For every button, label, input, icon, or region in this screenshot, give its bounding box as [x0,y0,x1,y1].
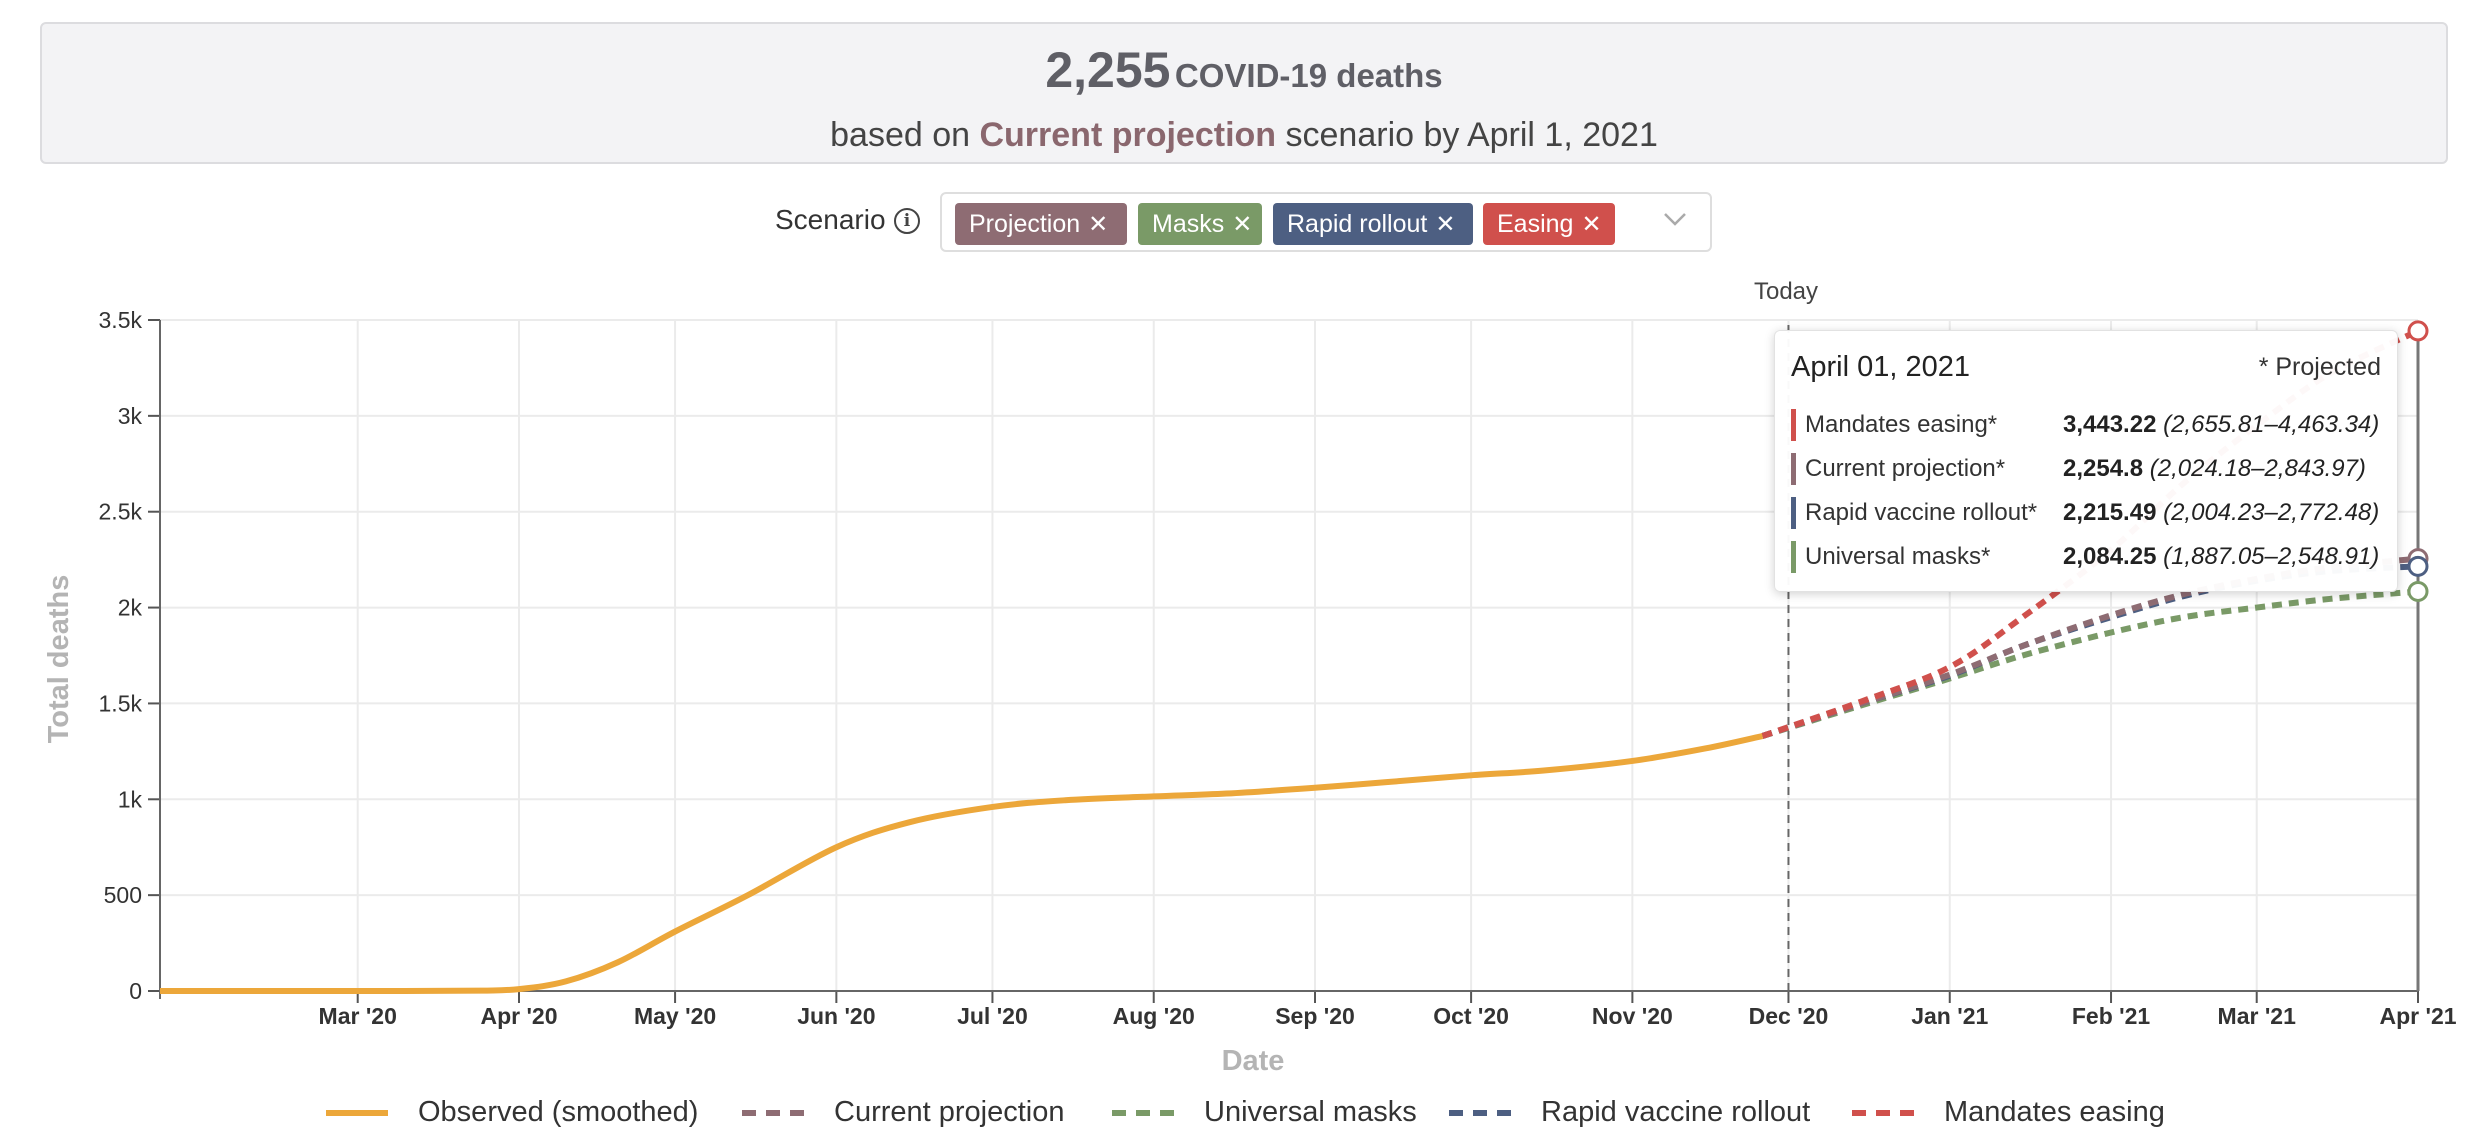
tooltip-row: Current projection* 2,254.8 (2,024.18–2,… [1791,451,2391,487]
tooltip-range: (1,887.05–2,548.91) [2163,543,2380,570]
tooltip-projected-note: * Projected [2258,353,2381,381]
end-marker-mandates-easing [2407,320,2429,342]
tooltip-range: (2,024.18–2,843.97) [2149,455,2366,482]
series-line-observed-smoothed- [159,733,1764,995]
end-marker-universal-masks [2407,580,2429,602]
y-tick-label: 3k [118,403,143,429]
tooltip-swatch [1791,497,1796,529]
tooltip-series-name: Universal masks* [1805,543,1991,570]
tooltip-series-name: Current projection* [1805,455,2006,482]
chevron-down-icon[interactable] [1662,204,1688,236]
legend-swatch [326,1110,388,1116]
today-label: Today [1754,278,1818,305]
scenario-tag-rapid-rollout[interactable]: Rapid rollout ✕ [1273,203,1473,245]
tooltip-swatch [1791,409,1796,441]
legend-swatch [1449,1110,1511,1116]
scenario-tag-label: Easing [1497,210,1574,238]
chart-markers [2407,320,2429,602]
summary-banner: 2,255 COVID-19 deaths based on Current p… [40,22,2448,164]
scenario-select[interactable]: Projection ✕ Masks ✕ Rapid rollout ✕ Easing… [940,192,1712,252]
tooltip-range: (2,655.81–4,463.34) [2163,411,2380,438]
x-tick-label: Sep '20 [1275,1003,1355,1029]
tooltip-value: 2,254.8 [2063,455,2144,482]
y-tick-label: 3.5k [99,307,143,333]
tooltip-range: (2,004.23–2,772.48) [2163,499,2380,526]
scenario-tag-masks[interactable]: Masks ✕ [1138,203,1262,245]
close-icon[interactable]: ✕ [1435,211,1456,238]
x-tick-label: Feb '21 [2072,1003,2151,1029]
close-icon[interactable]: ✕ [1088,211,1109,238]
series-line-universal-masks [1761,588,2419,739]
tooltip-row: Universal masks* 2,084.25 (1,887.05–2,54… [1791,539,2391,575]
close-icon[interactable]: ✕ [1581,211,1602,238]
x-tick-label: Jun '20 [797,1003,875,1029]
x-tick-label: Jan '21 [1911,1003,1988,1029]
legend-label: Observed (smoothed) [418,1096,699,1128]
tooltip-swatch [1791,541,1796,573]
close-icon[interactable]: ✕ [1232,211,1253,238]
series-line-current-projection [1761,555,2419,739]
tooltip-value: 3,443.22 [2063,411,2157,438]
x-tick-label: Aug '20 [1113,1003,1195,1029]
legend-label: Mandates easing [1944,1096,2165,1128]
chart-legend: Observed (smoothed) Current projection U… [0,1092,2488,1132]
tooltip-row: Rapid vaccine rollout* 2,215.49 (2,004.2… [1791,495,2391,531]
scenario-tag-label: Rapid rollout [1287,210,1428,238]
y-tick-label: 1k [118,786,143,812]
x-tick-label: Jul '20 [957,1003,1028,1029]
death-count-unit: COVID-19 deaths [1174,57,1443,94]
x-tick-label: Apr '20 [480,1003,557,1029]
y-tick-label: 0 [129,978,142,1004]
scenario-tag-label: Masks [1152,210,1225,238]
x-tick-label: Apr '21 [2379,1003,2456,1029]
tooltip-value: 2,084.25 [2063,543,2157,570]
x-tick-label: Mar '20 [319,1003,397,1029]
chart-axes: 0 500 1k 1.5k 2k 2.5k 3k 3.5k Mar '20 Apr '20 May … [99,307,2457,1029]
y-tick-label: 500 [104,882,142,908]
tooltip-date: April 01, 2021 [1791,351,1970,383]
scenario-tag-projection[interactable]: Projection ✕ [955,203,1127,245]
x-tick-label: Nov '20 [1592,1003,1673,1029]
tooltip-swatch [1791,453,1796,485]
tooltip-row: Mandates easing* 3,443.22 (2,655.81–4,46… [1791,407,2391,443]
legend-swatch [1112,1110,1174,1116]
legend-swatch [742,1110,804,1116]
tooltip-value: 2,215.49 [2063,499,2157,526]
y-tick-label: 1.5k [99,690,143,716]
legend-label: Rapid vaccine rollout [1541,1096,1811,1128]
x-tick-label: May '20 [634,1003,716,1029]
summary-scenario: Current projection [979,116,1277,154]
scenario-label: Scenario [775,204,886,235]
death-count: 2,255 [1045,42,1171,98]
scenario-tag-label: Projection [969,210,1081,238]
tooltip-series-name: Rapid vaccine rollout* [1805,499,2038,526]
scenario-filter: Scenario i Projection ✕ Masks ✕ Rapid roll… [0,190,2488,256]
info-icon[interactable]: i [894,208,920,234]
x-axis-label: Date [1222,1045,1285,1077]
scenario-tag-easing[interactable]: Easing ✕ [1483,203,1615,245]
deaths-chart: 0 500 1k 1.5k 2k 2.5k 3k 3.5k Mar '20 Apr '20 May … [43,278,2457,1077]
legend-label: Current projection [834,1096,1065,1128]
x-tick-label: Mar '21 [2218,1003,2297,1029]
summary-prefix: based on [830,116,971,154]
end-marker-rapid-vaccine-rollout [2407,555,2429,577]
y-tick-label: 2k [118,595,143,621]
x-tick-label: Dec '20 [1749,1003,1829,1029]
x-tick-label: Oct '20 [1433,1003,1509,1029]
legend-swatch [1852,1110,1914,1116]
tooltip-series-name: Mandates easing* [1805,411,1998,438]
y-tick-label: 2.5k [99,499,143,525]
legend-label: Universal masks [1204,1096,1417,1128]
summary-suffix: scenario by April 1, 2021 [1285,116,1658,154]
y-axis-label: Total deaths [43,575,75,744]
data-tooltip: April 01, 2021 * Projected Mandates easi… [1774,330,2398,592]
